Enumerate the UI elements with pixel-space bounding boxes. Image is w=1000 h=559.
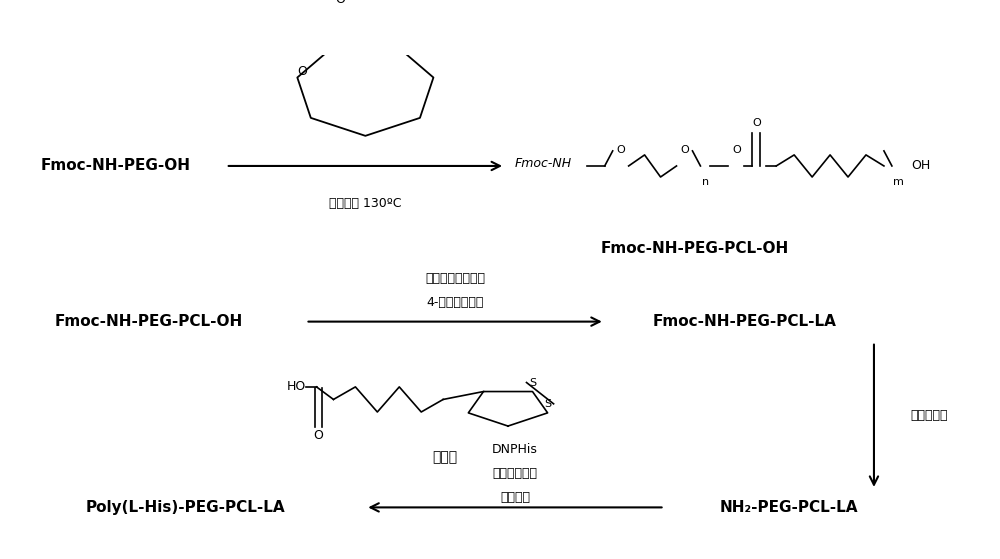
Text: 巯基乙醇: 巯基乙醇 (500, 491, 530, 504)
Text: n: n (702, 177, 709, 187)
Text: O: O (616, 145, 625, 155)
Text: OH: OH (911, 159, 930, 173)
Text: 二甲基甲酰胺: 二甲基甲酰胺 (492, 467, 537, 480)
Text: O: O (680, 145, 689, 155)
Text: O: O (297, 65, 307, 78)
Text: 氨基脱保护: 氨基脱保护 (910, 409, 948, 422)
Text: 硫辛酸: 硫辛酸 (433, 450, 458, 464)
Text: Fmoc-NH-PEG-PCL-OH: Fmoc-NH-PEG-PCL-OH (55, 314, 243, 329)
Text: Poly(L-His)-PEG-PCL-LA: Poly(L-His)-PEG-PCL-LA (86, 500, 286, 515)
Text: DNPHis: DNPHis (492, 443, 538, 456)
Text: O: O (335, 0, 345, 7)
Text: Fmoc-NH: Fmoc-NH (515, 157, 572, 170)
Text: O: O (752, 119, 761, 128)
Text: O: O (314, 429, 323, 442)
Text: 4-二甲氨基吡啶: 4-二甲氨基吡啶 (426, 296, 484, 309)
Text: O: O (732, 145, 741, 155)
Text: 辛酸亚锡 130ºC: 辛酸亚锡 130ºC (329, 197, 402, 210)
Text: m: m (893, 177, 904, 187)
Text: Fmoc-NH-PEG-OH: Fmoc-NH-PEG-OH (41, 158, 191, 173)
Text: NH₂-PEG-PCL-LA: NH₂-PEG-PCL-LA (720, 500, 858, 515)
Text: HO: HO (286, 380, 306, 394)
Text: Fmoc-NH-PEG-PCL-LA: Fmoc-NH-PEG-PCL-LA (652, 314, 836, 329)
Text: Fmoc-NH-PEG-PCL-OH: Fmoc-NH-PEG-PCL-OH (600, 241, 789, 257)
Text: S: S (544, 399, 551, 409)
Text: 二环己基碳二亚胺: 二环己基碳二亚胺 (425, 272, 485, 286)
Text: S: S (529, 377, 536, 387)
